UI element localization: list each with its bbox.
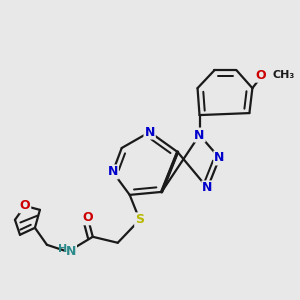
Text: N: N	[194, 128, 205, 142]
Text: N: N	[107, 165, 118, 178]
Text: H: H	[58, 244, 68, 254]
Text: N: N	[202, 182, 213, 194]
Text: O: O	[255, 69, 266, 82]
Text: O: O	[20, 200, 30, 212]
Text: O: O	[82, 211, 93, 224]
Text: CH₃: CH₃	[272, 70, 295, 80]
Text: N: N	[214, 152, 225, 164]
Text: S: S	[135, 213, 144, 226]
Text: N: N	[145, 125, 155, 139]
Text: N: N	[66, 245, 76, 258]
